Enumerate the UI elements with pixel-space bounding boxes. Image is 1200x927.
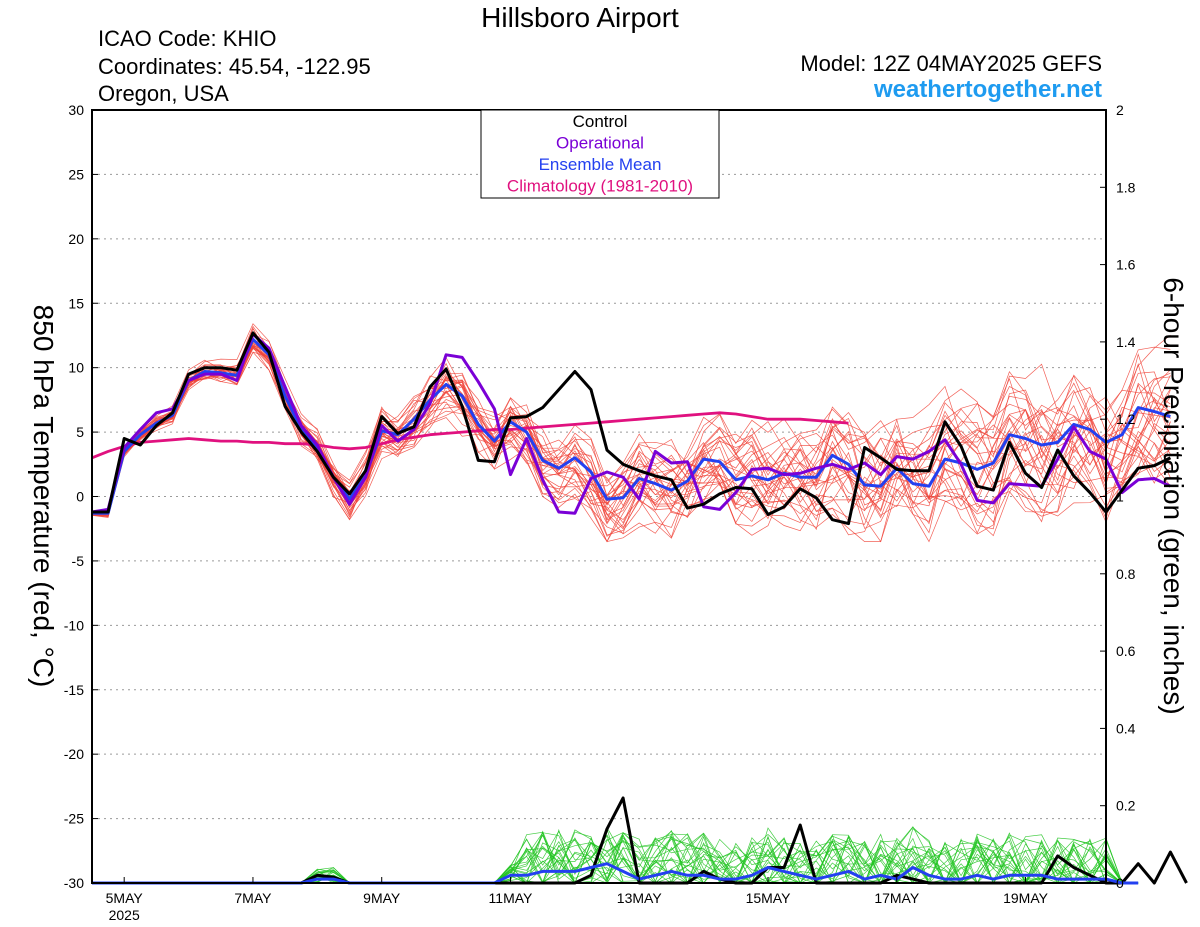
x-tick-label: 11MAY [489,890,533,906]
legend-entry: Control [573,112,628,131]
series-line-ensemble-mean-precip [92,862,1139,885]
y2-tick-label: 1.6 [1116,257,1136,273]
x-tick-label: 7MAY [234,890,272,906]
x-tick-label: 19MAY [1003,890,1049,906]
y-tick-label: -10 [64,617,84,633]
y-tick-label: 30 [68,102,84,118]
y-tick-label: -15 [64,682,84,698]
y2-tick-label: 0.2 [1116,798,1136,814]
grid-lines [92,173,1106,820]
region-label: Oregon, USA [98,81,229,106]
legend-entry: Climatology (1981-2010) [507,177,693,196]
y-tick-label: -5 [72,553,85,569]
x-tick-label: 15MAY [746,890,792,906]
y-tick-label: 20 [68,231,84,247]
y-axis-label: 850 hPa Temperature (red, °C) [28,305,59,688]
ensemble-member-temperature [91,339,1171,518]
y2-axis-label: 6-hour Precipitation (green, inches) [1158,277,1189,714]
x-tick-label: 13MAY [617,890,663,906]
y2-tick-label: 0.6 [1116,643,1136,659]
ensemble-member-temperature [91,341,1171,520]
y-tick-label: 0 [76,489,84,505]
series-line-operational [91,332,1172,515]
y2-tick-label: 0 [1116,875,1124,891]
legend-entry: Operational [556,134,644,153]
x-tick-label: 5MAY [106,890,144,906]
y-tick-label: 15 [68,295,84,311]
axis-ticks: 302520151050-5-10-15-20-25-3021.81.61.41… [64,102,1136,923]
site-link[interactable]: weathertogether.net [873,76,1102,103]
y2-tick-label: 0.8 [1116,566,1136,582]
y2-tick-label: 1.2 [1116,411,1136,427]
y2-tick-label: 1.8 [1116,179,1136,195]
y-tick-label: 10 [68,360,84,376]
chart-title: Hillsboro Airport [481,2,679,33]
icao-code-label: ICAO Code: KHIO [98,26,277,51]
y2-tick-label: 2 [1116,102,1124,118]
y-tick-label: -30 [64,875,84,891]
y2-tick-label: 1.4 [1116,334,1136,350]
precip-ensemble-members [92,826,1139,885]
y2-tick-label: 1 [1116,489,1124,505]
y-tick-label: -25 [64,811,84,827]
legend-entry: Ensemble Mean [539,155,662,174]
x-tick-label: 17MAY [874,890,920,906]
series-line-control [92,331,1172,526]
ensemble-member-temperature [91,323,1171,536]
ensemble-member-temperature [91,333,1171,531]
y-tick-label: 5 [76,424,84,440]
y2-tick-label: 0.4 [1116,720,1136,736]
legend: Control Operational Ensemble Mean Climatolo… [480,109,720,199]
ensemble-member-temperature [91,327,1171,530]
ensemble-member-temperature [91,338,1171,525]
y-tick-label: -20 [64,746,84,762]
coordinates-label: Coordinates: 45.54, -122.95 [98,54,371,79]
x-tick-label: 9MAY [363,890,401,906]
ensemble-members [91,323,1171,543]
legend-box [480,109,720,199]
model-label: Model: 12Z 04MAY2025 GEFS [800,51,1102,76]
y-tick-label: 25 [68,166,84,182]
ensemble-member-temperature [91,344,1171,536]
x-tick-sublabel: 2025 [109,907,140,923]
